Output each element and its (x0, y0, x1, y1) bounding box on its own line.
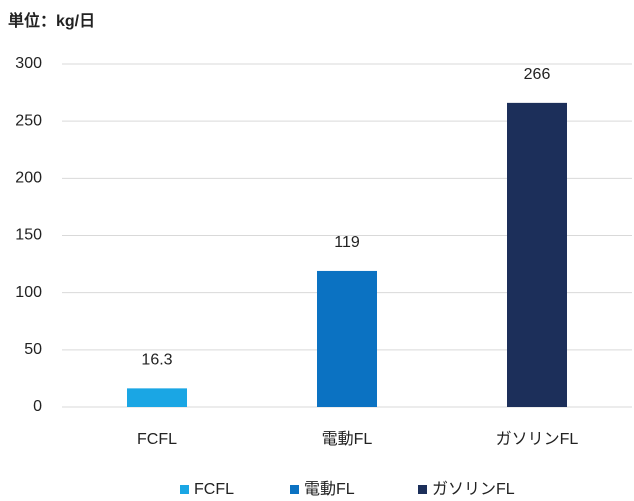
y-tick-label: 250 (15, 112, 42, 129)
data-label: 266 (524, 66, 551, 83)
y-tick-label: 50 (24, 341, 42, 358)
data-label: 119 (334, 234, 360, 251)
y-tick-label: 0 (33, 398, 42, 415)
legend-swatch (290, 485, 299, 494)
legend-swatch (418, 485, 427, 494)
x-tick-label: FCFL (137, 431, 177, 448)
bar (317, 270, 377, 407)
y-tick-label: 100 (15, 284, 42, 301)
legend-label: 電動FL (304, 480, 355, 498)
legend-swatch (180, 485, 189, 494)
bar (507, 102, 567, 407)
x-tick-label: ガソリンFL (496, 430, 579, 448)
y-tick-label: 300 (15, 55, 42, 72)
y-tick-label: 150 (15, 227, 42, 244)
chart-title: 単位：kg/日 (8, 11, 95, 30)
x-tick-label: 電動FL (322, 430, 373, 448)
y-tick-label: 200 (15, 170, 42, 187)
legend-label: ガソリンFL (432, 480, 515, 498)
bar (127, 388, 187, 407)
legend-label: FCFL (194, 481, 234, 498)
data-label: 16.3 (141, 352, 172, 369)
